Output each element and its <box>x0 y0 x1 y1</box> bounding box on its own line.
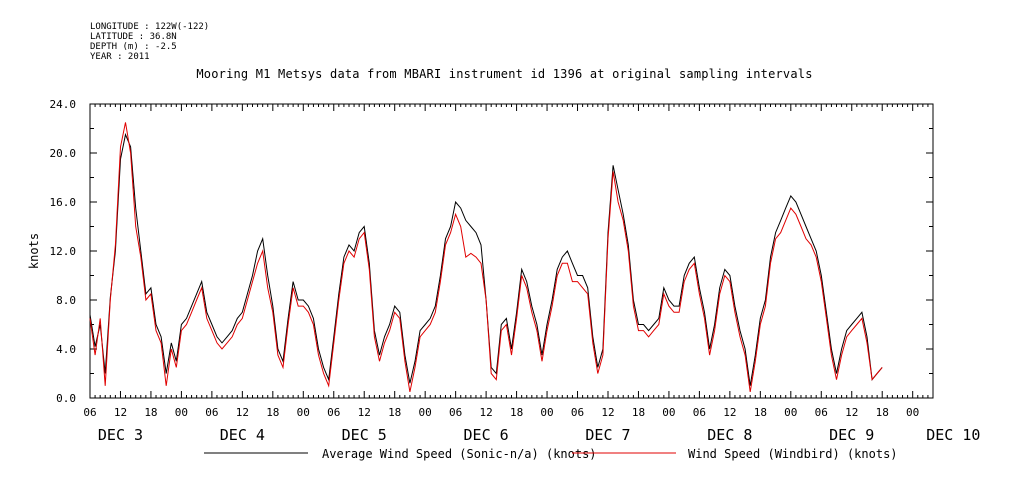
day-label: DEC 9 <box>829 426 874 444</box>
x-tick-label: 06 <box>83 406 96 419</box>
x-tick-label: 06 <box>327 406 340 419</box>
x-tick-label: 00 <box>175 406 188 419</box>
x-tick-label: 06 <box>815 406 828 419</box>
x-tick-label: 00 <box>784 406 797 419</box>
x-tick-label: 00 <box>297 406 310 419</box>
x-tick-label: 18 <box>266 406 279 419</box>
day-label: DEC 4 <box>220 426 265 444</box>
latitude-label: LATITUDE : 36.8N <box>90 32 177 42</box>
y-axis: 0.0 4.0 8.0 12.0 16.0 20.0 24.0 <box>50 98 933 405</box>
day-label: DEC 6 <box>464 426 509 444</box>
x-tick-label: 12 <box>601 406 614 419</box>
x-tick-label: 18 <box>876 406 889 419</box>
y-tick-label: 12.0 <box>50 245 77 258</box>
x-tick-label: 18 <box>754 406 767 419</box>
series-group <box>89 122 883 393</box>
x-tick-label: 12 <box>358 406 371 419</box>
x-tick-label: 00 <box>906 406 919 419</box>
legend-label-2: Wind Speed (Windbird) (knots) <box>688 447 898 461</box>
y-axis-label: knots <box>27 233 41 269</box>
y-tick-label: 24.0 <box>50 98 77 111</box>
series-line-1 <box>89 132 883 386</box>
x-tick-label: 12 <box>114 406 127 419</box>
legend: Average Wind Speed (Sonic-n/a) (knots) Wi… <box>204 447 898 461</box>
x-tick-label: 12 <box>723 406 736 419</box>
y-tick-label: 4.0 <box>56 343 76 356</box>
x-tick-label: 00 <box>540 406 553 419</box>
day-label: DEC 10 <box>926 426 980 444</box>
series-line-2 <box>89 122 883 393</box>
x-tick-label: 12 <box>845 406 858 419</box>
x-tick-label: 06 <box>693 406 706 419</box>
day-label: DEC 3 <box>98 426 143 444</box>
y-tick-label: 16.0 <box>50 196 77 209</box>
x-tick-label: 18 <box>144 406 157 419</box>
day-label: DEC 5 <box>342 426 387 444</box>
chart-title: Mooring M1 Metsys data from MBARI instru… <box>196 67 813 81</box>
day-label: DEC 7 <box>585 426 630 444</box>
longitude-label: LONGITUDE : 122W(-122) <box>90 22 210 32</box>
x-tick-label: 06 <box>571 406 584 419</box>
x-tick-label: 18 <box>510 406 523 419</box>
x-tick-label: 18 <box>632 406 645 419</box>
day-label: DEC 8 <box>707 426 752 444</box>
x-tick-label: 06 <box>205 406 218 419</box>
x-tick-label: 12 <box>236 406 249 419</box>
y-tick-label: 8.0 <box>56 294 76 307</box>
y-tick-label: 0.0 <box>56 392 76 405</box>
legend-label-1: Average Wind Speed (Sonic-n/a) (knots) <box>322 447 597 461</box>
depth-label: DEPTH (m) : -2.5 <box>90 42 177 52</box>
x-axis: 06 12 18 00 06 12 18 00 06 12 18 00 06 12 18 00 06 12 18 00… <box>83 104 980 444</box>
x-tick-label: 12 <box>479 406 492 419</box>
year-label: YEAR : 2011 <box>90 52 150 62</box>
x-tick-label: 00 <box>662 406 675 419</box>
x-tick-label: 18 <box>388 406 401 419</box>
y-tick-label: 20.0 <box>50 147 77 160</box>
x-tick-label: 06 <box>449 406 462 419</box>
x-tick-label: 00 <box>419 406 432 419</box>
metadata-block: LONGITUDE : 122W(-122) LATITUDE : 36.8N … <box>90 22 209 62</box>
